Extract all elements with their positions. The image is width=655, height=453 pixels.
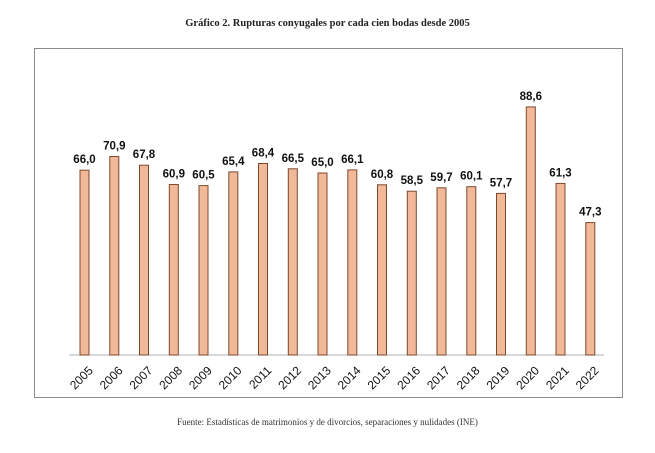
x-tick-label-2019: 2019 [484, 363, 513, 392]
value-label-2009: 60,5 [192, 170, 215, 182]
bar-2007 [139, 164, 149, 356]
bar-2017 [436, 187, 447, 356]
value-label-2021: 61,3 [549, 167, 571, 179]
x-tick-label-2006: 2006 [97, 363, 126, 392]
bar-2009 [198, 185, 209, 356]
value-labels-group: 66,0 70,9 67,8 60,9 60,5 65,4 68,4 66,5 65,0 66,1… [73, 91, 601, 219]
bar-2005 [79, 169, 90, 356]
value-label-2015: 60,8 [371, 169, 394, 181]
x-tick-label-2017: 2017 [424, 363, 453, 392]
bar-2022 [585, 222, 596, 356]
value-label-2010: 65,4 [222, 156, 245, 168]
x-tick-label-2014: 2014 [335, 363, 364, 392]
x-tick-label-2012: 2012 [275, 363, 304, 392]
bar-2021 [555, 182, 566, 356]
bar-2006 [109, 156, 120, 356]
x-tick-label-2005: 2005 [67, 363, 96, 392]
bar-2020 [525, 106, 536, 356]
bar-2013 [317, 172, 328, 356]
x-tick-label-2022: 2022 [573, 363, 602, 392]
value-label-2005: 66,0 [73, 154, 95, 166]
value-label-2017: 59,7 [430, 172, 452, 184]
x-tick-label-2011: 2011 [246, 363, 274, 391]
x-tick-label-2010: 2010 [216, 363, 245, 392]
bar-chart: 66,0 70,9 67,8 60,9 60,5 65,4 68,4 66,5 65,0 66,1… [67, 91, 604, 392]
bar-2014 [347, 169, 358, 356]
x-tick-label-2018: 2018 [454, 363, 483, 392]
value-label-2007: 67,8 [133, 149, 156, 161]
value-label-2014: 66,1 [341, 154, 364, 166]
chart-source-note: Fuente: Estadísticas de matrimonios y de… [177, 417, 478, 427]
value-label-2020: 88,6 [520, 91, 542, 103]
x-tick-label-2016: 2016 [394, 363, 423, 392]
value-label-2006: 70,9 [103, 141, 125, 153]
bar-2019 [496, 192, 506, 356]
bar-2011 [258, 163, 268, 356]
value-label-2022: 47,3 [579, 207, 601, 219]
x-tick-label-2021: 2021 [543, 363, 572, 392]
chart-frame: 66,0 70,9 67,8 60,9 60,5 65,4 68,4 66,5 65,0 66,1… [34, 48, 623, 398]
value-label-2018: 60,1 [460, 171, 483, 183]
bar-2008 [168, 184, 179, 356]
value-label-2013: 65,0 [311, 157, 333, 169]
x-tick-label-2013: 2013 [305, 363, 334, 392]
x-tick-label-2007: 2007 [127, 363, 156, 392]
bars-group [79, 106, 596, 356]
x-tick-label-2020: 2020 [513, 363, 542, 392]
value-label-2012: 66,5 [282, 153, 305, 165]
bar-2012 [287, 168, 298, 356]
value-label-2019: 57,7 [490, 177, 512, 189]
x-tick-label-2008: 2008 [156, 363, 185, 392]
value-label-2011: 68,4 [252, 148, 275, 160]
bar-2010 [228, 171, 239, 356]
bar-2016 [406, 190, 417, 356]
bar-2015 [377, 184, 387, 356]
value-label-2008: 60,9 [163, 169, 185, 181]
bar-2018 [466, 186, 477, 356]
chart-title: Gráfico 2. Rupturas conyugales por cada … [185, 18, 470, 29]
value-label-2016: 58,5 [401, 175, 424, 187]
x-tick-labels-group: 2005 2006 2007 2008 2009 2010 2011 2012 2013 2014… [67, 363, 602, 392]
x-tick-label-2015: 2015 [365, 363, 394, 392]
x-tick-label-2009: 2009 [186, 363, 215, 392]
